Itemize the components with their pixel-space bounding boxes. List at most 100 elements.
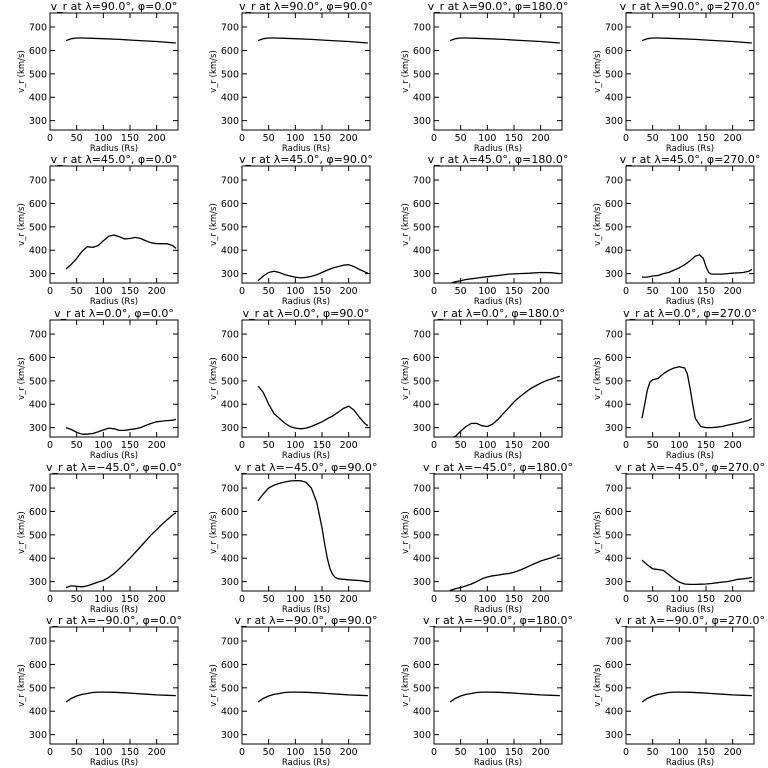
- chart-15-ytick-label-2: 500: [605, 530, 623, 541]
- chart-17-frame: [241, 626, 371, 745]
- chart-2-xtick-label-4: 200: [532, 133, 550, 144]
- chart-7-xtick-label-2: 100: [670, 286, 688, 297]
- chart-3-frame: [625, 12, 755, 131]
- chart-3-xtick-label-0: 0: [623, 133, 629, 144]
- chart-panel-14: v_r at λ=−45.0°, φ=180.0° 0 50 100 150 200 Rad…: [401, 461, 573, 615]
- chart-2-ytick-label-2: 500: [413, 69, 431, 80]
- chart-8-ytick-label-3: 600: [29, 353, 47, 364]
- chart-panel-3: v_r at λ=90.0°, φ=270.0° 0 50 100 150 200 Radi…: [593, 0, 760, 154]
- chart-13-xtick-label-2: 100: [286, 594, 304, 605]
- chart-0-frame: [49, 12, 179, 131]
- chart-19-ytick-label-3: 600: [605, 660, 623, 671]
- chart-3-xlabel: Radius (Rs): [666, 144, 714, 154]
- chart-18-frame: [433, 626, 563, 745]
- chart-panel-7: v_r at λ=45.0°, φ=270.0° 0 50 100 150 200 Radi…: [593, 153, 760, 307]
- chart-2-frame: [433, 12, 563, 131]
- chart-5-title: v_r at λ=45.0°, φ=90.0°: [239, 153, 373, 166]
- chart-13-xlabel: Radius (Rs): [282, 605, 330, 615]
- chart-7-xtick-label-1: 50: [647, 286, 659, 297]
- chart-1-frame: [241, 12, 371, 131]
- chart-8-ytick-label-4: 700: [29, 330, 47, 341]
- chart-2-xlabel: Radius (Rs): [474, 144, 522, 154]
- chart-18-xtick-label-1: 50: [455, 747, 467, 758]
- chart-15-series-line: [641, 559, 753, 586]
- chart-1-ytick-label-1: 400: [221, 93, 239, 104]
- chart-17-xtick-label-4: 200: [340, 747, 358, 758]
- chart-12-xtick-label-2: 100: [94, 594, 112, 605]
- chart-19-ytick-label-4: 700: [605, 637, 623, 648]
- chart-18-ytick-label-3: 600: [413, 660, 431, 671]
- chart-1-ytick-label-0: 300: [221, 116, 239, 127]
- chart-1-xtick-label-3: 150: [313, 133, 331, 144]
- chart-3-ytick-label-1: 400: [605, 93, 623, 104]
- chart-18-ytick-label-2: 500: [413, 683, 431, 694]
- chart-13-series-line: [257, 479, 368, 583]
- chart-11-xtick-label-2: 100: [670, 440, 688, 451]
- chart-7-ytick-label-0: 300: [605, 269, 623, 280]
- chart-0-xtick-label-4: 200: [148, 133, 166, 144]
- chart-7-ytick-label-4: 700: [605, 176, 623, 187]
- chart-19-frame: [625, 626, 755, 745]
- chart-13-frame: [241, 473, 371, 592]
- chart-17-ytick-label-0: 300: [221, 730, 239, 741]
- chart-5-xtick-label-2: 100: [286, 286, 304, 297]
- chart-5-ylabel: v_r (km/s): [209, 203, 219, 246]
- chart-13-ytick-label-0: 300: [221, 577, 239, 588]
- chart-12-frame: [49, 473, 179, 592]
- chart-16-ytick-label-1: 400: [29, 707, 47, 718]
- chart-14-series-line: [449, 554, 561, 591]
- chart-2-ytick-label-3: 600: [413, 46, 431, 57]
- chart-6-title: v_r at λ=45.0°, φ=180.0°: [428, 153, 569, 166]
- chart-11-ytick-label-0: 300: [605, 423, 623, 434]
- chart-1-ylabel: v_r (km/s): [209, 50, 219, 93]
- chart-2-title: v_r at λ=90.0°, φ=180.0°: [428, 0, 569, 13]
- chart-15-ytick-label-3: 600: [605, 507, 623, 518]
- chart-panel-2: v_r at λ=90.0°, φ=180.0° 0 50 100 150 200 Radi…: [401, 0, 568, 154]
- chart-12-xtick-label-0: 0: [47, 594, 53, 605]
- chart-panel-6: v_r at λ=45.0°, φ=180.0° 0 50 100 150 200 Radi…: [401, 153, 568, 307]
- chart-panel-17: v_r at λ=−90.0°, φ=90.0° 0 50 100 150 200 Radi…: [209, 614, 377, 768]
- chart-11-xtick-label-1: 50: [647, 440, 659, 451]
- chart-10-ytick-label-0: 300: [413, 423, 431, 434]
- chart-6-series-line: [449, 271, 560, 283]
- chart-11-xtick-label-0: 0: [623, 440, 629, 451]
- chart-13-xtick-label-0: 0: [239, 594, 245, 605]
- chart-0-title: v_r at λ=90.0°, φ=0.0°: [51, 0, 178, 13]
- chart-11-ytick-label-3: 600: [605, 353, 623, 364]
- chart-18-ytick-label-1: 400: [413, 707, 431, 718]
- chart-6-ytick-label-1: 400: [413, 246, 431, 257]
- chart-13-ylabel: v_r (km/s): [209, 511, 219, 554]
- chart-6-xtick-label-1: 50: [455, 286, 467, 297]
- chart-panel-8: v_r at λ=0.0°, φ=0.0° 0 50 100 150 200 Radius …: [17, 307, 179, 461]
- chart-0-xtick-label-1: 50: [71, 133, 83, 144]
- chart-8-xtick-label-1: 50: [71, 440, 83, 451]
- chart-10-ytick-label-3: 600: [413, 353, 431, 364]
- chart-9-ytick-label-0: 300: [221, 423, 239, 434]
- chart-5-xtick-label-1: 50: [263, 286, 275, 297]
- chart-19-xtick-label-0: 0: [623, 747, 629, 758]
- chart-0-ytick-label-1: 400: [29, 93, 47, 104]
- chart-1-xtick-label-4: 200: [340, 133, 358, 144]
- chart-14-frame: [433, 473, 563, 592]
- chart-0-series-line: [65, 37, 176, 44]
- chart-3-xtick-label-1: 50: [647, 133, 659, 144]
- chart-3-ytick-label-2: 500: [605, 69, 623, 80]
- chart-9-xlabel: Radius (Rs): [282, 451, 330, 461]
- chart-2-xtick-label-1: 50: [455, 133, 467, 144]
- chart-9-title: v_r at λ=0.0°, φ=90.0°: [243, 307, 370, 320]
- chart-17-xtick-label-3: 150: [313, 747, 331, 758]
- chart-8-xtick-label-0: 0: [47, 440, 53, 451]
- chart-6-xtick-label-3: 150: [505, 286, 523, 297]
- chart-13-ytick-label-3: 600: [221, 507, 239, 518]
- chart-10-series-line: [451, 375, 561, 437]
- chart-16-ylabel: v_r (km/s): [17, 664, 27, 707]
- chart-15-ytick-label-0: 300: [605, 577, 623, 588]
- chart-13-xtick-label-4: 200: [340, 594, 358, 605]
- chart-14-xtick-label-3: 150: [505, 594, 523, 605]
- chart-11-ytick-label-4: 700: [605, 330, 623, 341]
- chart-14-xtick-label-2: 100: [478, 594, 496, 605]
- chart-10-ytick-label-4: 700: [413, 330, 431, 341]
- chart-17-xtick-label-1: 50: [263, 747, 275, 758]
- chart-7-xtick-label-0: 0: [623, 286, 629, 297]
- chart-8-ytick-label-1: 400: [29, 400, 47, 411]
